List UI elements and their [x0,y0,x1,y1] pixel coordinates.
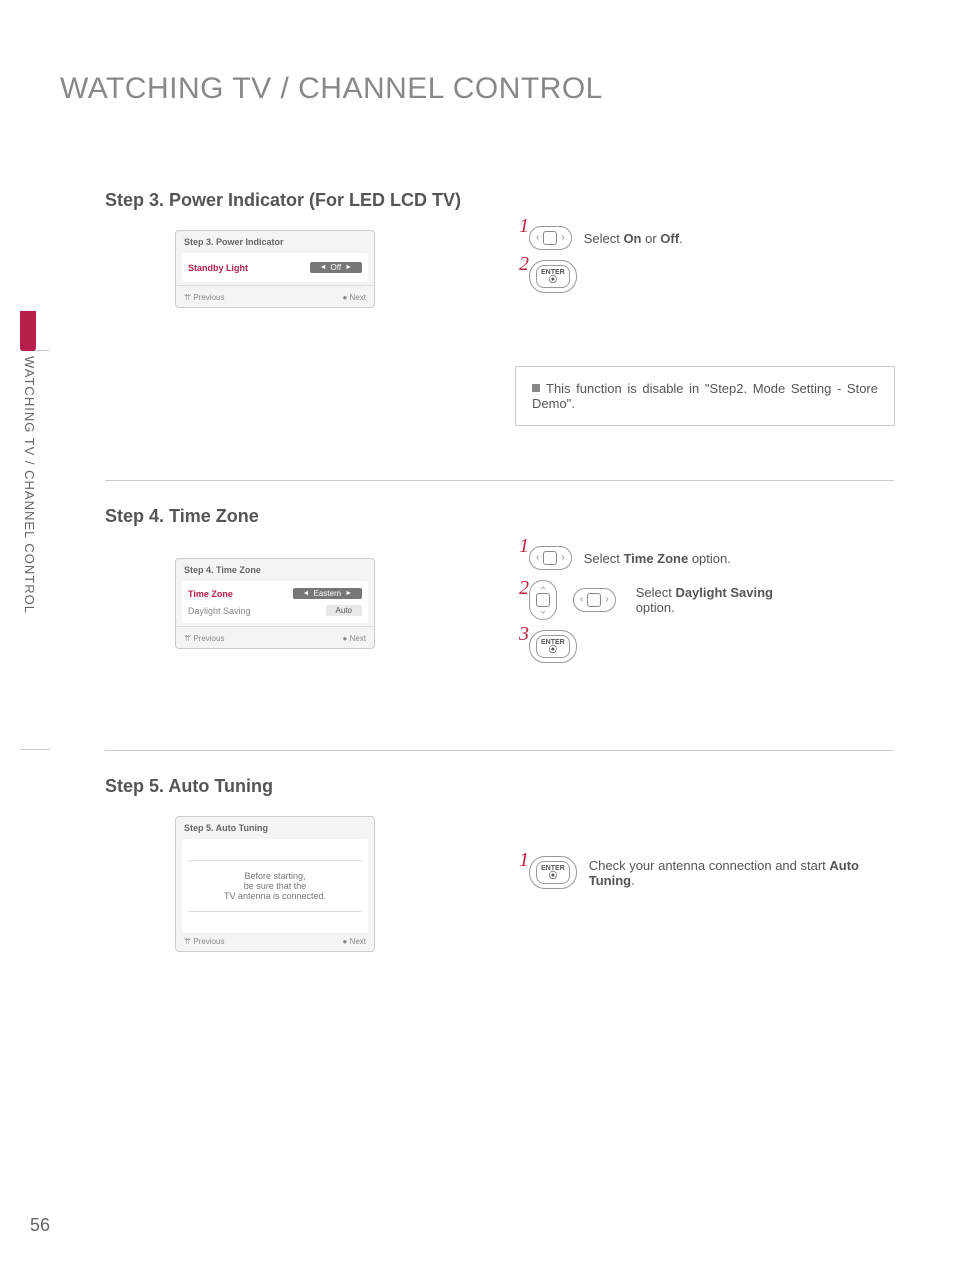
step-number-1: 1 [519,535,529,558]
dialog-prev: ꕌ Previous [184,634,224,644]
step4-heading: Step 4. Time Zone [105,506,894,527]
step-number-1: 1 [519,215,529,238]
dialog-next: ● Next [342,293,366,303]
dialog-title: Step 4. Time Zone [176,559,374,581]
step5-instr: Check your antenna connection and start … [589,858,869,888]
divider [105,750,894,751]
dialog-body-line: TV antenna is connected. [188,891,362,901]
step4-instr2: Select Daylight Saving option. [636,585,773,615]
daylight-value: Auto [326,605,362,616]
dialog-body-line: be sure that the [188,881,362,891]
step3-instr1: Select On or Off. [584,231,683,246]
page-number: 56 [30,1215,50,1236]
enter-button: ENTER⦿ [529,856,577,889]
dialog-title: Step 5. Auto Tuning [176,817,374,839]
nav-lr-button: ‹› [529,226,572,250]
page-title: WATCHING TV / CHANNEL CONTROL [60,72,603,106]
enter-button: ENTER⦿ [529,260,577,293]
divider [105,480,894,481]
standby-light-label: Standby Light [188,263,248,273]
step-number-3: 3 [519,623,529,646]
timezone-value: ◄Eastern► [293,588,362,599]
standby-light-value: ◄Off► [310,262,362,273]
step4-dialog: Step 4. Time Zone Time Zone ◄Eastern► Da… [175,558,375,649]
step4-instr1: Select Time Zone option. [584,551,731,566]
daylight-label: Daylight Saving [188,606,251,616]
step3-note: This function is disable in "Step2. Mode… [515,366,895,426]
step3-dialog: Step 3. Power Indicator Standby Light ◄O… [175,230,375,308]
dialog-next: ● Next [342,937,366,947]
dialog-body-line: Before starting, [188,871,362,881]
dialog-prev: ꕌ Previous [184,293,224,303]
sidebar-label: WATCHING TV / CHANNEL CONTROL [22,356,37,614]
step3-heading: Step 3. Power Indicator (For LED LCD TV) [105,190,894,211]
dialog-prev: ꕌ Previous [184,937,224,947]
nav-lr-button: ‹› [573,588,616,612]
step5-dialog: Step 5. Auto Tuning Before starting, be … [175,816,375,952]
step-number-2: 2 [519,253,529,276]
nav-lr-button: ‹› [529,546,572,570]
nav-ud-button: ‹ › [529,580,557,620]
step-number-1: 1 [519,849,529,872]
timezone-label: Time Zone [188,589,233,599]
step5-heading: Step 5. Auto Tuning [105,776,894,797]
dialog-title: Step 3. Power Indicator [176,231,374,253]
dialog-next: ● Next [342,634,366,644]
step-number-2: 2 [519,577,529,600]
enter-button: ENTER⦿ [529,630,577,663]
